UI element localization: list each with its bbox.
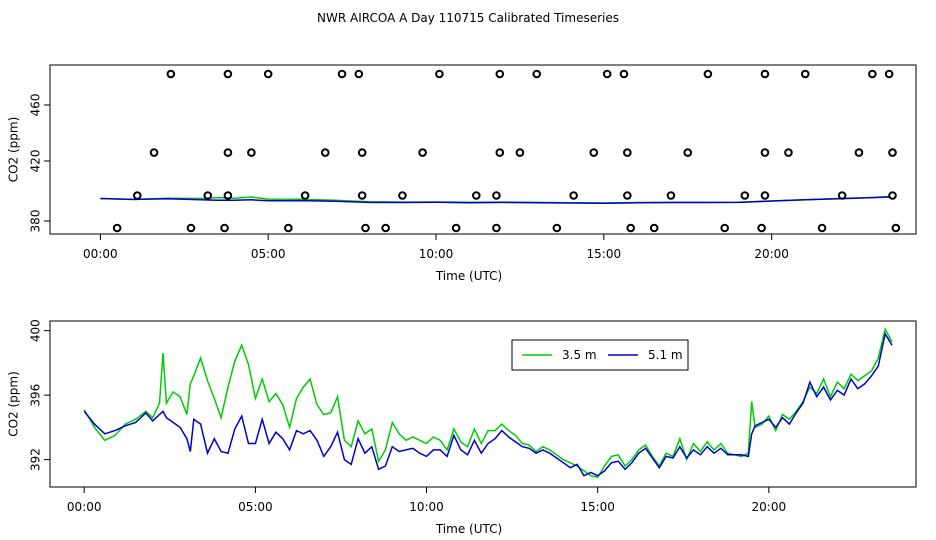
calibration-marker bbox=[495, 148, 505, 157]
bottom-panel: 00:00 05:00 10:00 15:00 20:00 392 396 400 Time (… bbox=[7, 319, 917, 536]
top-panel: 00:00 05:00 10:00 15:00 20:00 380 420 460 Time (… bbox=[7, 64, 917, 283]
x-tick-label: 00:00 bbox=[83, 247, 118, 261]
calibration-marker bbox=[284, 223, 293, 233]
calibration-marker bbox=[552, 223, 562, 233]
y-tick-label: 460 bbox=[29, 94, 43, 117]
legend-label: 3.5 m bbox=[562, 348, 597, 362]
calibration-marker bbox=[398, 191, 407, 200]
calibration-marker bbox=[354, 69, 364, 79]
calibration-marker bbox=[569, 191, 578, 200]
calibration-marker bbox=[361, 223, 370, 233]
x-tick-label: 20:00 bbox=[752, 500, 787, 514]
y-axis-label: CO2 (ppm) bbox=[7, 371, 21, 437]
x-axis-label: Time (UTC) bbox=[435, 269, 502, 283]
calibration-marker bbox=[683, 148, 693, 157]
calibration-marker bbox=[166, 69, 176, 79]
series-line-5_1m bbox=[100, 196, 890, 204]
calibration-marker bbox=[223, 69, 233, 79]
chart-title: NWR AIRCOA A Day 110715 Calibrated Times… bbox=[317, 11, 619, 25]
calibration-marker bbox=[263, 69, 273, 79]
x-tick-label: 05:00 bbox=[251, 247, 286, 261]
series-line-5_1m bbox=[83, 331, 893, 477]
calibration-marker bbox=[112, 223, 122, 233]
calibration-marker bbox=[220, 223, 229, 233]
calibration-marker bbox=[817, 223, 827, 233]
plot-frame bbox=[49, 320, 917, 488]
series-line-3_5m bbox=[83, 326, 893, 479]
calibration-marker bbox=[320, 148, 330, 157]
calibration-marker bbox=[760, 191, 770, 200]
calibration-marker bbox=[300, 191, 310, 200]
x-tick-label: 10:00 bbox=[419, 247, 454, 261]
calibration-marker bbox=[149, 148, 159, 157]
calibration-marker bbox=[626, 223, 635, 233]
y-tick-label: 396 bbox=[29, 384, 43, 407]
x-tick-label: 15:00 bbox=[587, 247, 622, 261]
legend: 3.5 m 5.1 m bbox=[511, 339, 689, 371]
calibration-marker bbox=[337, 69, 347, 79]
y-tick-label: 380 bbox=[29, 210, 43, 233]
calibration-marker bbox=[854, 148, 864, 157]
calibration-marker bbox=[666, 191, 676, 200]
calibration-marker bbox=[492, 191, 501, 200]
calibration-marker bbox=[418, 148, 427, 157]
y-tick-label: 400 bbox=[29, 319, 43, 342]
calibration-marker bbox=[492, 223, 501, 233]
calibration-marker bbox=[703, 69, 713, 79]
calibration-marker bbox=[619, 69, 629, 79]
calibration-marker bbox=[357, 148, 367, 157]
calibration-marker bbox=[720, 223, 729, 233]
calibration-marker bbox=[649, 223, 659, 233]
calibration-marker bbox=[247, 148, 256, 157]
calibration-marker bbox=[623, 191, 632, 200]
calibration-marker bbox=[435, 69, 444, 79]
legend-label: 5.1 m bbox=[648, 348, 683, 362]
calibration-marker bbox=[381, 223, 390, 233]
calibration-marker bbox=[132, 191, 142, 200]
x-tick-label: 00:00 bbox=[67, 500, 102, 514]
calibration-marker bbox=[868, 69, 877, 79]
calibration-marker bbox=[888, 148, 897, 157]
calibration-marker bbox=[589, 148, 599, 157]
calibration-marker bbox=[884, 69, 894, 79]
x-tick-label: 10:00 bbox=[409, 500, 444, 514]
x-tick-label: 20:00 bbox=[754, 247, 789, 261]
calibration-marker bbox=[223, 148, 233, 157]
calibration-marker bbox=[837, 191, 847, 200]
calibration-marker bbox=[495, 69, 505, 79]
calibration-marker bbox=[357, 191, 367, 200]
calibration-marker bbox=[451, 223, 461, 233]
calibration-marker bbox=[203, 191, 213, 200]
calibration-marker bbox=[760, 69, 770, 79]
calibration-marker bbox=[760, 148, 770, 157]
calibration-marker bbox=[532, 69, 542, 79]
calibration-marker bbox=[602, 69, 612, 79]
calibration-marker bbox=[623, 148, 632, 157]
calibration-marker bbox=[186, 223, 196, 233]
calibration-marker bbox=[891, 223, 901, 233]
x-tick-label: 15:00 bbox=[580, 500, 615, 514]
calibration-marker bbox=[888, 191, 897, 200]
calibration-marker bbox=[471, 191, 481, 200]
x-axis-label: Time (UTC) bbox=[435, 522, 502, 536]
calibration-marker bbox=[740, 191, 750, 200]
y-tick-label: 420 bbox=[29, 150, 43, 173]
plot-frame bbox=[49, 64, 917, 235]
x-tick-label: 05:00 bbox=[238, 500, 273, 514]
calibration-marker bbox=[757, 223, 766, 233]
calibration-marker bbox=[784, 148, 793, 157]
y-tick-label: 392 bbox=[29, 448, 43, 471]
calibration-marker bbox=[223, 191, 233, 200]
calibration-marker bbox=[515, 148, 525, 157]
calibration-marker bbox=[800, 69, 810, 79]
y-axis-label: CO2 (ppm) bbox=[7, 117, 21, 183]
